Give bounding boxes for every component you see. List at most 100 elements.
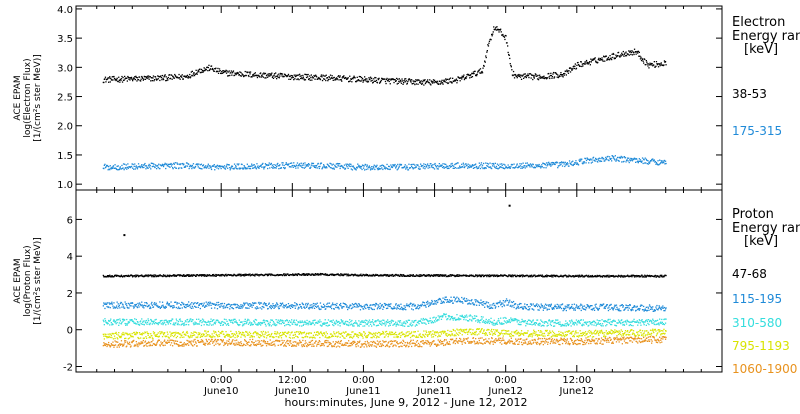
data-point [330,75,331,76]
data-point [529,308,530,309]
data-point [645,158,646,159]
data-point [124,308,125,309]
data-point [206,322,207,323]
data-point [380,303,381,304]
data-point [524,165,525,166]
data-point [294,322,295,323]
data-point [314,79,315,80]
data-point [153,321,154,322]
data-point [480,300,481,301]
data-point [402,80,403,81]
data-point [349,76,350,77]
data-point [456,297,457,298]
series-47-68 [103,205,667,278]
data-point [394,275,395,276]
data-point [383,307,384,308]
data-point [382,169,383,170]
data-point [245,71,246,72]
data-point [317,303,318,304]
data-point [192,319,193,320]
data-point [152,323,153,324]
data-point [465,316,466,317]
data-point [284,76,285,77]
data-point [483,163,484,164]
data-point [410,303,411,304]
data-point [616,307,617,308]
legend-entry: 47-68 [732,267,767,281]
data-point [521,163,522,164]
data-point [548,73,549,74]
data-point [527,162,528,163]
data-point [318,305,319,306]
data-point [386,164,387,165]
data-point [324,79,325,80]
data-point [269,325,270,326]
data-point [363,322,364,323]
data-point [520,303,521,304]
data-point [409,306,410,307]
data-point [282,164,283,165]
data-point [418,323,419,324]
data-point [131,166,132,167]
data-point [309,75,310,76]
data-point [504,37,505,38]
data-point [388,169,389,170]
data-point [481,318,482,319]
data-point [178,324,179,325]
data-point [434,163,435,164]
data-point [124,169,125,170]
data-point [172,79,173,80]
data-point [163,79,164,80]
data-point [574,164,575,165]
data-point [475,301,476,302]
data-point [110,319,111,320]
data-point [461,297,462,298]
data-point [381,324,382,325]
data-point [189,74,190,75]
data-point [506,42,507,43]
data-point [498,31,499,32]
data-point [394,308,395,309]
data-point [616,305,617,306]
data-point [630,51,631,52]
data-point [162,305,163,306]
data-point [319,166,320,167]
data-point [120,80,121,81]
data-point [251,164,252,165]
data-point [432,321,433,322]
data-point [641,162,642,163]
data-point [443,166,444,167]
data-point [149,305,150,306]
data-point [324,305,325,306]
data-point [200,308,201,309]
data-point [347,321,348,322]
data-point [285,167,286,168]
data-point [228,325,229,326]
data-point [325,80,326,81]
data-point [175,322,176,323]
data-point [326,75,327,76]
data-point [237,322,238,323]
data-point [621,156,622,157]
data-point [365,164,366,165]
data-point [611,59,612,60]
data-point [235,304,236,305]
data-point [545,307,546,308]
data-point [359,304,360,305]
data-point [367,168,368,169]
data-point [341,305,342,306]
data-point [430,320,431,321]
data-point [148,165,149,166]
data-point [480,68,481,69]
data-point [265,325,266,326]
data-point [319,168,320,169]
series-38-53 [103,26,667,86]
data-point [286,275,287,276]
data-point [138,306,139,307]
data-point [466,165,467,166]
data-point [329,325,330,326]
data-point [372,321,373,322]
data-point [360,309,361,310]
data-point [135,305,136,306]
data-point [471,320,472,321]
